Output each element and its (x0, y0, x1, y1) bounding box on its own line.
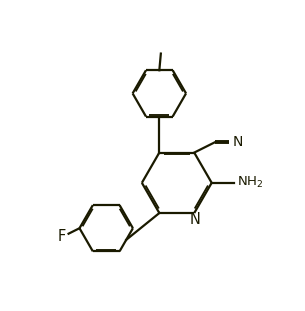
Text: N: N (233, 135, 243, 149)
Text: N: N (189, 212, 200, 227)
Text: F: F (57, 229, 65, 244)
Text: NH$_2$: NH$_2$ (237, 175, 263, 190)
